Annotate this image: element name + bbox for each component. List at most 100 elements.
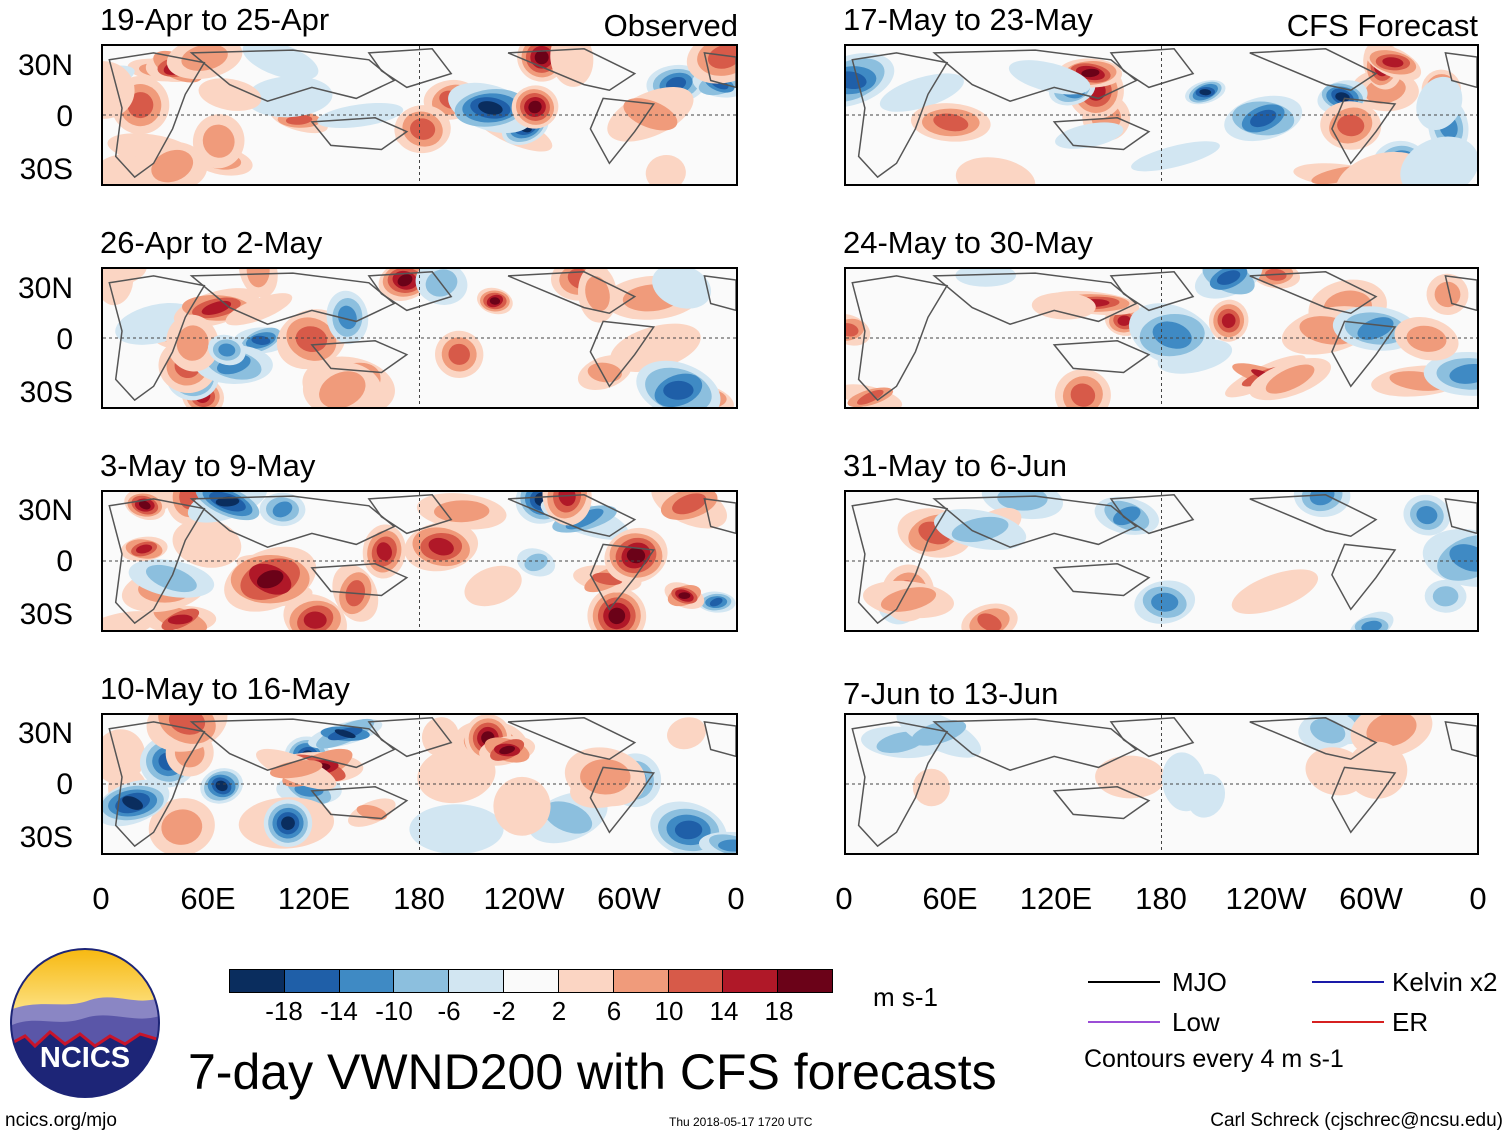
colorbar-swatch-10 <box>722 970 778 992</box>
anomaly-contour <box>410 118 436 140</box>
anomaly-contour <box>428 537 454 556</box>
ncics-logo: NCICS <box>10 948 160 1098</box>
coastline <box>1331 320 1397 388</box>
lon-label-60e: 60E <box>180 881 236 916</box>
anomaly-contour <box>493 776 551 836</box>
lon-label-180: 180 <box>393 881 445 916</box>
coastline <box>703 498 736 535</box>
coastline <box>310 340 409 374</box>
coastline <box>1249 717 1378 761</box>
coastline <box>1444 275 1477 312</box>
anomaly-field <box>103 269 736 407</box>
anomaly-contour <box>1310 718 1346 744</box>
anomaly-contour <box>202 124 235 158</box>
panel-title-left-3: 3-May to 9-May <box>100 448 316 483</box>
lon-label-180: 180 <box>1135 881 1187 916</box>
coastline <box>507 494 637 538</box>
colorbar-tick: -6 <box>437 996 461 1026</box>
anomaly-contour <box>580 759 631 795</box>
anomaly-contour <box>977 613 1002 630</box>
coastline <box>703 721 736 758</box>
lat-label-30s: 30S <box>19 153 73 186</box>
anomaly-contour <box>528 100 542 114</box>
lat-label-eq: 0 <box>56 323 73 356</box>
coastline <box>367 717 453 758</box>
legend-line-low <box>1088 1021 1160 1023</box>
anomaly-contour <box>103 611 157 630</box>
colorbar-swatch-9 <box>667 970 723 992</box>
colorbar-tick: 14 <box>709 996 739 1026</box>
coastline <box>189 718 396 771</box>
lon-label-60w: 60W <box>1339 881 1403 916</box>
panel-title-right-2: 24-May to 30-May <box>843 225 1093 260</box>
anomaly-contour <box>955 269 1016 287</box>
anomaly-contour <box>225 293 293 326</box>
colorbar-swatch-6 <box>503 970 558 992</box>
anomaly-contour <box>1335 92 1350 102</box>
coastline <box>932 495 1138 548</box>
anomaly-contour <box>1008 60 1091 95</box>
coastline <box>1331 543 1397 611</box>
anomaly-contour <box>1416 76 1463 130</box>
anomaly-contour <box>281 816 295 831</box>
anomaly-contour <box>1081 68 1100 78</box>
anomaly-contour <box>550 46 594 87</box>
anomaly-contour <box>608 607 626 625</box>
anomaly-contour <box>1070 383 1096 407</box>
colorbar <box>229 969 833 993</box>
lon-label-120e: 120E <box>1019 881 1093 916</box>
anomaly-contour <box>587 362 622 383</box>
footer-timestamp: Thu 2018-05-17 1720 UTC <box>669 1115 813 1129</box>
coastline <box>851 721 949 848</box>
coastline <box>310 117 409 151</box>
anomaly-contour <box>663 380 694 400</box>
anomaly-contour <box>857 389 884 405</box>
coastline <box>189 495 396 548</box>
anomaly-contour <box>201 300 232 315</box>
anomaly-contour <box>880 587 937 612</box>
anomaly-contour <box>136 544 153 554</box>
coastline <box>189 272 396 325</box>
anomaly-field <box>846 715 1477 853</box>
legend-label-kelvin: Kelvin x2 <box>1392 967 1498 997</box>
anomaly-contour <box>1400 136 1477 184</box>
lat-label-eq: 0 <box>56 768 73 801</box>
contour-note: Contours every 4 m s-1 <box>1084 1045 1344 1073</box>
legend-label-low: Low <box>1172 1007 1220 1037</box>
colorbar-swatch-11 <box>777 970 832 992</box>
coastline <box>589 543 656 611</box>
coastline <box>1249 494 1378 538</box>
anomaly-contour <box>1216 270 1241 285</box>
footer-author: Carl Schreck (cjschrec@ncsu.edu) <box>1210 1110 1503 1131</box>
colorbar-tick: 18 <box>764 996 794 1026</box>
anomaly-contour <box>645 154 686 184</box>
lon-label-60e: 60E <box>922 881 978 916</box>
anomaly-contour <box>709 597 723 607</box>
coastline <box>108 275 206 402</box>
anomaly-contour <box>334 729 356 739</box>
coastline <box>310 786 409 820</box>
anomaly-contour <box>1432 586 1459 607</box>
anomaly-contour <box>337 305 357 330</box>
anomaly-contour <box>245 76 333 118</box>
anomaly-contour <box>397 274 413 287</box>
anomaly-contour <box>1199 89 1212 96</box>
lon-label-0-end: 0 <box>727 881 745 916</box>
coastline <box>1052 340 1151 374</box>
anomaly-contour <box>997 492 1048 511</box>
map-panel-forecast-3 <box>844 490 1479 632</box>
anomaly-contour <box>167 614 193 625</box>
observed-label: Observed <box>603 8 738 43</box>
anomaly-contour <box>316 102 404 129</box>
anomaly-contour <box>912 768 950 807</box>
anomaly-contour <box>1117 315 1131 326</box>
anomaly-contour <box>161 809 203 845</box>
anomaly-contour <box>409 804 504 853</box>
logo-text: NCICS <box>39 1042 131 1074</box>
lon-label-120w: 120W <box>483 881 565 916</box>
colorbar-swatch-7 <box>557 970 613 992</box>
anomaly-contour <box>524 553 548 572</box>
anomaly-contour <box>303 611 327 629</box>
coastline <box>932 49 1138 102</box>
lon-label-0-end: 0 <box>1469 881 1487 916</box>
